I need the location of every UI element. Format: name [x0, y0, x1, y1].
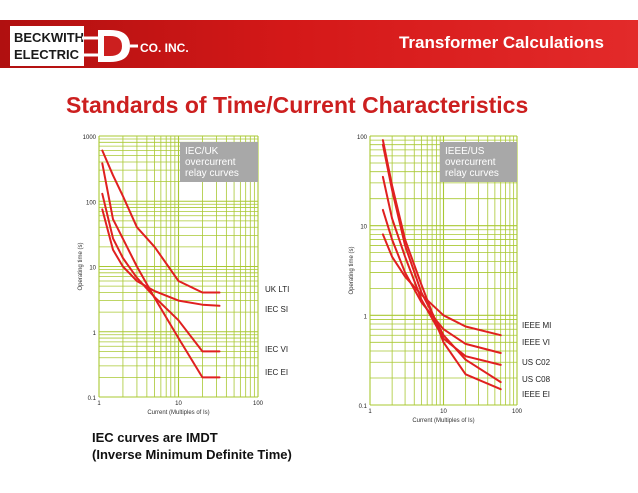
chart2-series-ieee-vi — [381, 208, 502, 354]
logo-d-inner — [104, 36, 122, 56]
chart2-relay-label-text: relay curves — [445, 168, 499, 179]
logo-line1: BECKWITH — [14, 30, 84, 45]
chart1-x-tick-label: 1 — [97, 401, 101, 407]
caption-line1: IEC curves are IMDT — [92, 430, 218, 445]
chart2-relay-label-text: IEEE/US — [445, 146, 485, 157]
chart2-series-label: IEEE MI — [522, 321, 551, 330]
chart2-y-tick-label: 1 — [364, 314, 368, 320]
chart2-relay-label-box — [440, 142, 517, 182]
chart1-y-tick-label: 100 — [86, 200, 97, 206]
chart2-y-axis-label: Operating time (s) — [349, 246, 355, 294]
chart1-x-tick-label: 10 — [175, 401, 182, 407]
chart2-series-us-c08 — [381, 143, 502, 384]
chart2-y-tick-label: 100 — [357, 135, 368, 141]
chart1-y-tick-label: 10 — [89, 266, 96, 272]
chart2-series-label: US C08 — [522, 375, 551, 384]
chart1-x-tick-label: 100 — [253, 401, 264, 407]
chart1-y-axis-label: Operating time (s) — [78, 242, 84, 290]
slide-title: Standards of Time/Current Characteristic… — [66, 92, 529, 118]
chart1-relay-label-box — [180, 142, 258, 182]
chart1-series-uk-lti — [101, 149, 221, 294]
chart2-series-ieee-ei — [381, 139, 502, 391]
logo-suffix: CO. INC. — [140, 41, 189, 55]
chart1-series-label: UK LTI — [265, 285, 289, 294]
chart2-x-tick-label: 1 — [368, 409, 372, 415]
chart1-y-tick-label: 1 — [93, 331, 97, 337]
chart1-series-label: IEC VI — [265, 345, 288, 354]
chart1-relay-label-text: overcurrent — [185, 157, 236, 168]
chart1-series-iec-ei — [101, 162, 221, 379]
chart1-relay-label-text: relay curves — [185, 168, 239, 179]
chart2-series-label: US C02 — [522, 358, 551, 367]
logo-left-panel — [10, 26, 84, 66]
chart2-series-us-c02 — [381, 175, 502, 366]
chart2-series-label: IEEE EI — [522, 390, 550, 399]
chart2-series-label: IEEE VI — [522, 338, 550, 347]
chart2-series-ieee-mi — [381, 233, 502, 337]
chart2-x-tick-label: 10 — [440, 409, 447, 415]
chart1-relay-label-text: IEC/UK — [185, 146, 219, 157]
header-banner: BECKWITH ELECTRIC CO. INC. Transformer C… — [0, 20, 638, 68]
chart1-series-iec-vi — [101, 192, 221, 353]
chart2-x-tick-label: 100 — [512, 409, 523, 415]
chart1-series-label: IEC SI — [265, 305, 288, 314]
chart2-y-tick-label: 0.1 — [359, 404, 368, 410]
logo-line2: ELECTRIC — [14, 47, 80, 62]
chart1-series-label: IEC EI — [265, 368, 288, 377]
chart1-x-axis-label: Current (Multiples of Is) — [147, 410, 209, 416]
chart2-relay-label-text: overcurrent — [445, 157, 496, 168]
chart2-x-axis-label: Current (Multiples of Is) — [412, 418, 474, 424]
chart1-y-tick-label: 1000 — [83, 135, 97, 141]
chart1-y-tick-label: 0.1 — [88, 396, 97, 402]
company-logo: BECKWITH ELECTRIC CO. INC. — [10, 26, 189, 66]
chart2-y-tick-label: 10 — [360, 225, 367, 231]
caption-line2: (Inverse Minimum Definite Time) — [92, 447, 292, 462]
header-title: Transformer Calculations — [398, 33, 604, 52]
